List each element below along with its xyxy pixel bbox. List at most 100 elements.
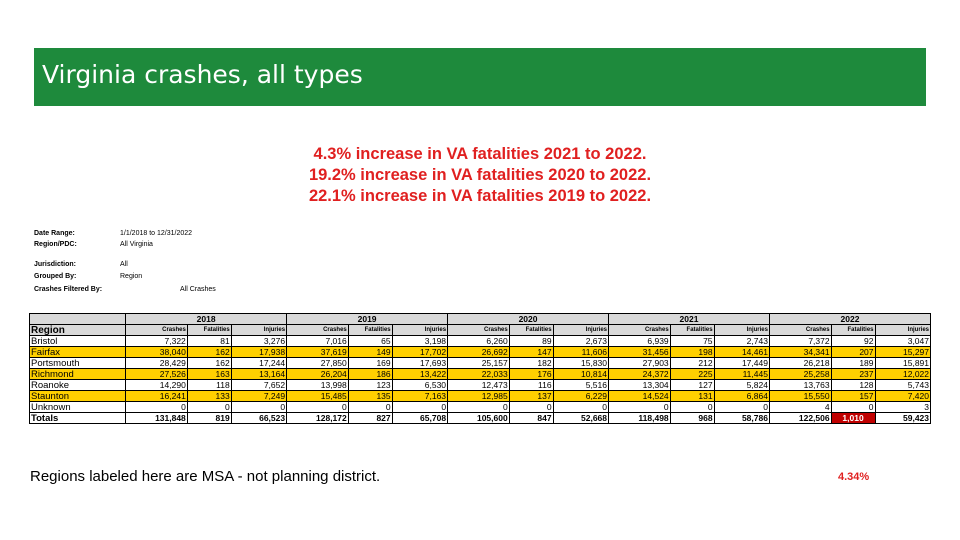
table-cell: 5,824 xyxy=(713,379,770,391)
table-cell: 3,276 xyxy=(230,335,288,347)
table-cell: 131 xyxy=(669,390,715,402)
table-cell: 7,249 xyxy=(230,390,288,402)
table-cell: 13,998 xyxy=(286,379,349,391)
table-cell: 127 xyxy=(669,379,715,391)
crash-table: 2018 2019 2020 2021 2022 Region Crashes F… xyxy=(28,313,932,424)
table-cell: 12,473 xyxy=(447,379,510,391)
table-row: Richmond 27,526 163 13,164 26,204 186 13,422 22… xyxy=(28,368,931,380)
table-cell: 6,260 xyxy=(447,335,510,347)
table-cell: 13,422 xyxy=(391,368,449,380)
table-cell: 133 xyxy=(186,390,232,402)
table-cell: 162 xyxy=(186,346,232,358)
table-cell: 17,244 xyxy=(230,357,288,369)
table-cell: 118 xyxy=(186,379,232,391)
table-cell: 147 xyxy=(508,346,554,358)
table-cell: 92 xyxy=(830,335,876,347)
subheader-fatalities: Fatalities xyxy=(186,324,232,336)
table-cell: 169 xyxy=(347,357,393,369)
table-cell: 5,516 xyxy=(552,379,610,391)
table-cell: 89 xyxy=(508,335,554,347)
table-cell: 12,985 xyxy=(447,390,510,402)
meta-value: All xyxy=(120,261,128,268)
table-cell: 6,530 xyxy=(391,379,449,391)
table-cell: 225 xyxy=(669,368,715,380)
title-banner: Virginia crashes, all types xyxy=(34,48,926,106)
table-cell: 12,022 xyxy=(874,368,931,380)
table-cell: 0 xyxy=(391,401,449,413)
table-cell: 6,939 xyxy=(608,335,671,347)
table-row: Portsmouth 28,429 162 17,244 27,850 169 17,693… xyxy=(28,357,931,369)
table-cell: 11,606 xyxy=(552,346,610,358)
table-cell: 7,372 xyxy=(768,335,832,347)
table-cell: 6,864 xyxy=(713,390,770,402)
table-cell: 31,456 xyxy=(608,346,671,358)
meta-label: Grouped By: xyxy=(34,273,77,280)
header-corner xyxy=(28,313,127,325)
table-cell: 27,903 xyxy=(608,357,671,369)
table-cell: 186 xyxy=(347,368,393,380)
table-cell: 0 xyxy=(125,401,188,413)
table-cell: 123 xyxy=(347,379,393,391)
table-cell: 0 xyxy=(608,401,671,413)
table-cell: 137 xyxy=(508,390,554,402)
table-cell: 26,204 xyxy=(286,368,349,380)
table-cell: 13,763 xyxy=(768,379,832,391)
meta-label: Region/PDC: xyxy=(34,241,77,248)
headline-line-1: 4.3% increase in VA fatalities 2021 to 2… xyxy=(313,145,647,163)
table-cell: 26,692 xyxy=(447,346,510,358)
table-cell: 27,526 xyxy=(125,368,188,380)
totals-cell: 65,708 xyxy=(391,412,449,424)
meta-value: All Virginia xyxy=(120,241,153,248)
table-cell: 28,429 xyxy=(125,357,188,369)
table-cell: 17,449 xyxy=(713,357,770,369)
table-cell: 38,040 xyxy=(125,346,188,358)
region-name: Portsmouth xyxy=(28,357,127,369)
totals-cell: 827 xyxy=(347,412,393,424)
subheader-injuries: Injuries xyxy=(713,324,770,336)
table-cell: 163 xyxy=(186,368,232,380)
meta-label: Date Range: xyxy=(34,230,75,237)
totals-cell: 59,423 xyxy=(874,412,931,424)
year-header: 2019 xyxy=(286,313,449,325)
table-row: Unknown 0 0 0 0 0 0 0 0 0 0 0 0 4 0 3 xyxy=(28,401,931,413)
table-cell: 26,218 xyxy=(768,357,832,369)
table-cell: 182 xyxy=(508,357,554,369)
table-cell: 128 xyxy=(830,379,876,391)
table-cell: 65 xyxy=(347,335,393,347)
totals-row: Totals 131,848 819 66,523 128,172 827 65,708 10… xyxy=(28,412,931,424)
headline-block: 4.3% increase in VA fatalities 2021 to 2… xyxy=(0,144,960,207)
subheader-crashes: Crashes xyxy=(447,324,510,336)
table-cell: 22,033 xyxy=(447,368,510,380)
totals-cell: 66,523 xyxy=(230,412,288,424)
table-cell: 7,163 xyxy=(391,390,449,402)
subheader-crashes: Crashes xyxy=(608,324,671,336)
crash-table-container: 2018 2019 2020 2021 2022 Region Crashes F… xyxy=(28,313,932,424)
table-cell: 7,016 xyxy=(286,335,349,347)
table-cell: 15,891 xyxy=(874,357,931,369)
subheader-crashes: Crashes xyxy=(286,324,349,336)
totals-cell: 105,600 xyxy=(447,412,510,424)
table-cell: 10,814 xyxy=(552,368,610,380)
table-cell: 17,693 xyxy=(391,357,449,369)
year-header: 2018 xyxy=(125,313,288,325)
totals-cell: 52,668 xyxy=(552,412,610,424)
table-cell: 2,673 xyxy=(552,335,610,347)
subheader-fatalities: Fatalities xyxy=(830,324,876,336)
table-cell: 0 xyxy=(347,401,393,413)
subheader-fatalities: Fatalities xyxy=(669,324,715,336)
table-cell: 14,290 xyxy=(125,379,188,391)
table-cell: 207 xyxy=(830,346,876,358)
table-row: Bristol 7,322 81 3,276 7,016 65 3,198 6,260 89 2,… xyxy=(28,335,931,347)
totals-cell: 118,498 xyxy=(608,412,671,424)
meta-value: 1/1/2018 to 12/31/2022 xyxy=(120,230,193,237)
table-cell: 13,164 xyxy=(230,368,288,380)
table-cell: 116 xyxy=(508,379,554,391)
region-name: Roanoke xyxy=(28,379,127,391)
table-cell: 27,850 xyxy=(286,357,349,369)
year-header: 2022 xyxy=(768,313,932,325)
table-cell: 237 xyxy=(830,368,876,380)
region-column-header: Region xyxy=(28,324,127,336)
table-cell: 162 xyxy=(186,357,232,369)
column-header-row: Region Crashes Fatalities Injuries Crashes F… xyxy=(28,324,931,336)
table-cell: 15,830 xyxy=(552,357,610,369)
